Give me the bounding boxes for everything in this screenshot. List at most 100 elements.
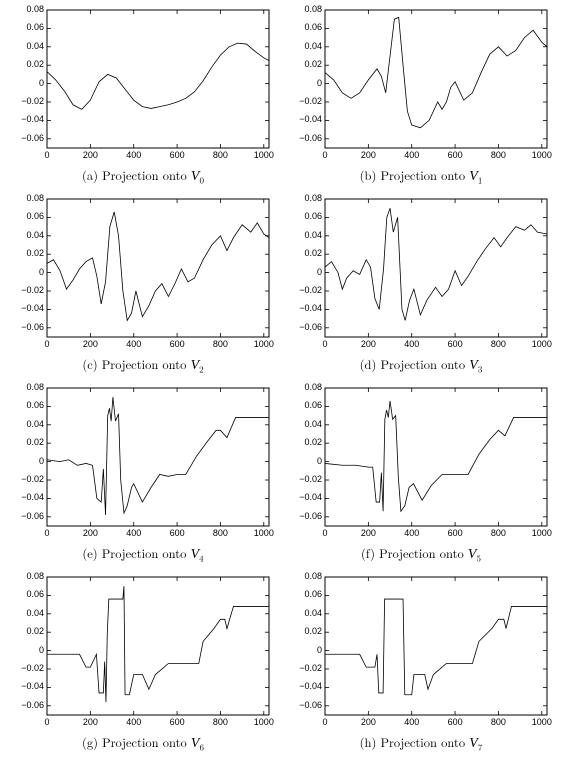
x-tick-label: 0: [37, 529, 57, 538]
chart-svg: [291, 386, 551, 542]
y-tick-label: −0.04: [299, 115, 322, 124]
y-tick-label: −0.04: [21, 493, 44, 502]
x-tick-label: 1000: [254, 529, 274, 538]
plot-box: 02004006008001000−0.06−0.04−0.0200.020.0…: [291, 386, 551, 542]
y-tick-label: 0: [317, 79, 322, 88]
caption-subscript: 7: [478, 741, 483, 754]
chart-svg: [291, 575, 551, 731]
plot-box: 02004006008001000−0.06−0.04−0.0200.020.0…: [291, 197, 551, 353]
panel-6: 02004006008001000−0.06−0.04−0.0200.020.0…: [8, 575, 278, 760]
x-tick-label: 600: [167, 529, 187, 538]
y-tick-label: 0: [39, 457, 44, 466]
panel-caption: (g) Projection onto V6: [82, 733, 204, 754]
y-tick-label: 0.02: [26, 438, 44, 447]
y-tick-label: 0.02: [304, 438, 322, 447]
chart-svg: [291, 197, 551, 353]
panel-caption: (b) Projection onto V1: [360, 166, 483, 187]
y-tick-label: −0.06: [299, 512, 322, 521]
x-tick-label: 600: [445, 151, 465, 160]
panel-3: 02004006008001000−0.06−0.04−0.0200.020.0…: [286, 197, 556, 382]
x-tick-label: 800: [488, 151, 508, 160]
y-tick-label: 0.06: [26, 401, 44, 410]
x-tick-label: 400: [402, 529, 422, 538]
y-tick-label: −0.04: [299, 682, 322, 691]
y-tick-label: 0.06: [304, 401, 322, 410]
caption-letter: (d): [360, 355, 377, 373]
figure-grid: 02004006008001000−0.06−0.04−0.0200.020.0…: [8, 8, 556, 760]
caption-letter: (b): [360, 166, 377, 184]
caption-text: Projection onto: [102, 166, 187, 184]
data-line: [325, 599, 547, 695]
caption-letter: (g): [82, 733, 98, 751]
chart-svg: [13, 197, 273, 353]
y-tick-label: −0.02: [299, 475, 322, 484]
y-tick-label: 0.06: [304, 212, 322, 221]
chart-svg: [13, 386, 273, 542]
caption-text: Projection onto: [379, 544, 464, 562]
y-tick-label: 0.02: [304, 627, 322, 636]
caption-subscript: 1: [478, 174, 483, 187]
panel-caption: (c) Projection onto V2: [82, 355, 203, 376]
x-tick-label: 1000: [532, 151, 552, 160]
caption-subscript: 6: [199, 741, 204, 754]
y-tick-label: 0.04: [26, 420, 44, 429]
x-tick-label: 800: [210, 718, 230, 727]
y-tick-label: 0.06: [26, 212, 44, 221]
x-tick-label: 400: [124, 718, 144, 727]
data-line: [325, 17, 547, 127]
caption-text: Projection onto: [102, 733, 187, 751]
y-tick-label: 0.08: [26, 572, 44, 581]
caption-symbol: V: [191, 547, 200, 562]
caption-subscript: 5: [476, 552, 481, 565]
y-tick-label: −0.06: [21, 323, 44, 332]
y-tick-label: −0.02: [21, 286, 44, 295]
y-tick-label: 0.06: [26, 590, 44, 599]
caption-symbol: V: [469, 358, 478, 373]
y-tick-label: 0.02: [26, 627, 44, 636]
y-tick-label: 0: [317, 646, 322, 655]
y-tick-label: 0.06: [304, 23, 322, 32]
y-tick-label: −0.04: [21, 682, 44, 691]
x-tick-label: 200: [80, 340, 100, 349]
caption-letter: (c): [82, 355, 97, 373]
y-tick-label: −0.02: [299, 664, 322, 673]
y-tick-label: −0.06: [21, 134, 44, 143]
y-tick-label: −0.06: [21, 701, 44, 710]
y-tick-label: −0.06: [21, 512, 44, 521]
caption-text: Projection onto: [381, 355, 466, 373]
x-tick-label: 400: [402, 151, 422, 160]
x-tick-label: 800: [488, 718, 508, 727]
chart-svg: [13, 8, 273, 164]
x-tick-label: 0: [37, 718, 57, 727]
data-line: [325, 208, 547, 320]
x-tick-label: 600: [167, 340, 187, 349]
x-tick-label: 800: [210, 151, 230, 160]
caption-text: Projection onto: [102, 544, 187, 562]
y-tick-label: −0.04: [299, 304, 322, 313]
panel-caption: (h) Projection onto V7: [360, 733, 483, 754]
x-tick-label: 200: [80, 151, 100, 160]
y-tick-label: 0.08: [304, 383, 322, 392]
chart-svg: [13, 575, 273, 731]
panel-caption: (d) Projection onto V3: [360, 355, 483, 376]
x-tick-label: 0: [315, 340, 335, 349]
caption-subscript: 0: [199, 174, 204, 187]
y-tick-label: 0.08: [26, 383, 44, 392]
data-line: [325, 401, 547, 511]
plot-box: 02004006008001000−0.06−0.04−0.0200.020.0…: [291, 8, 551, 164]
caption-subscript: 3: [478, 363, 483, 376]
plot-box: 02004006008001000−0.06−0.04−0.0200.020.0…: [13, 8, 273, 164]
plot-box: 02004006008001000−0.06−0.04−0.0200.020.0…: [13, 575, 273, 731]
x-tick-label: 600: [445, 718, 465, 727]
x-tick-label: 800: [210, 340, 230, 349]
y-tick-label: 0: [39, 79, 44, 88]
y-tick-label: 0.02: [304, 249, 322, 258]
x-tick-label: 200: [358, 151, 378, 160]
caption-text: Projection onto: [381, 733, 466, 751]
y-tick-label: −0.02: [21, 664, 44, 673]
y-tick-label: 0: [39, 268, 44, 277]
x-tick-label: 200: [80, 718, 100, 727]
y-tick-label: −0.02: [299, 286, 322, 295]
y-tick-label: 0.04: [304, 609, 322, 618]
y-tick-label: 0.04: [26, 231, 44, 240]
